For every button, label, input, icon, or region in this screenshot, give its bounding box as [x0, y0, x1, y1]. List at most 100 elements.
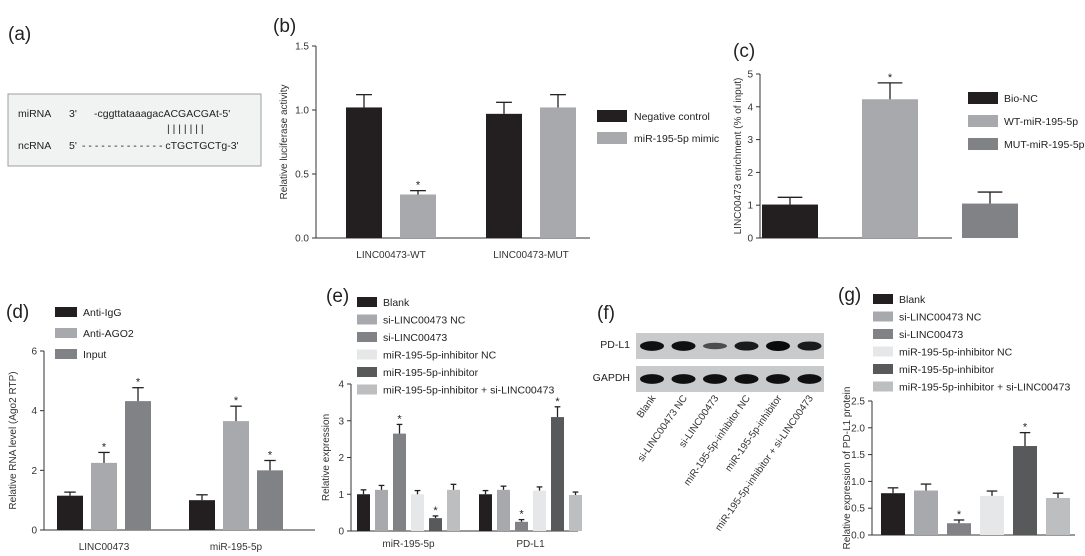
legend-entry: Bio-NC: [1004, 93, 1038, 105]
bar: [257, 470, 283, 530]
legend-swatch: [873, 294, 893, 304]
significance-marker: *: [102, 441, 107, 453]
significance-marker: *: [268, 449, 273, 461]
bar: [569, 494, 582, 531]
bar: [125, 401, 151, 530]
bar: [497, 489, 510, 531]
legend-swatch: [357, 332, 377, 342]
bar: [540, 107, 576, 238]
bar: [914, 490, 938, 535]
legend-entry: si-LINC00473: [383, 332, 447, 344]
legend-entry: MUT-miR-195-5p: [1004, 139, 1085, 151]
bar: [962, 203, 1018, 238]
blot-band: [640, 374, 664, 384]
legend-swatch: [968, 92, 998, 104]
mirna-end: 3': [69, 108, 77, 120]
blot-band: [766, 374, 790, 384]
legend-swatch: [873, 311, 893, 322]
bar: [1013, 446, 1037, 535]
legend-entry: Anti-IgG: [83, 307, 122, 319]
significance-marker: *: [888, 72, 893, 84]
bar: [346, 107, 382, 238]
significance-marker: *: [136, 377, 141, 389]
blot-band: [671, 374, 696, 384]
significance-marker: *: [433, 505, 438, 517]
bar: [479, 494, 492, 531]
y-tick-label: 0.0: [851, 531, 865, 542]
legend-swatch: [357, 349, 377, 360]
legend-swatch: [55, 328, 77, 338]
legend-entry: miR-195-5p-inhibitor + si-LINC00473: [899, 382, 1070, 394]
y-tick-label: 1.0: [851, 477, 865, 488]
blot-lane-label: Blank: [635, 393, 659, 421]
legend-entry: miR-195-5p-inhibitor: [383, 367, 479, 379]
bar: [1046, 498, 1070, 535]
y-tick-label: 3: [338, 416, 344, 427]
y-axis-title: Relative RNA level (Ago2 RTP): [8, 371, 19, 509]
significance-marker: *: [519, 509, 524, 521]
y-tick-label: 0: [747, 234, 753, 245]
legend-entry: Input: [83, 349, 106, 361]
y-axis-title: Relative expression of PD-L1 protein: [842, 387, 853, 550]
y-tick-label: 0.5: [851, 504, 865, 515]
significance-marker: *: [416, 180, 421, 192]
bar: [533, 490, 546, 531]
y-axis-title: Relative expression: [321, 414, 332, 501]
legend-swatch: [357, 367, 377, 377]
mirna-label: miRNA: [18, 108, 51, 120]
ncrna-label: ncRNA: [18, 140, 51, 152]
legend-swatch: [357, 297, 377, 307]
bar: [429, 518, 442, 531]
legend-swatch: [357, 384, 377, 395]
legend-swatch: [968, 115, 998, 127]
bar: [762, 204, 818, 238]
bar: [357, 494, 370, 531]
legend-entry: miR-195-5p-inhibitor NC: [383, 350, 497, 362]
bar: [393, 433, 406, 531]
blot-strip-pdl1: [636, 333, 824, 359]
significance-marker: *: [1023, 422, 1028, 434]
legend-entry: Blank: [383, 297, 410, 309]
panel-label-b: (b): [273, 16, 296, 37]
y-tick-label: 1: [338, 490, 344, 501]
bar: [515, 521, 528, 531]
x-category-label: miR-195-5p: [210, 542, 263, 553]
y-tick-label: 1.5: [851, 450, 865, 461]
bar: [57, 495, 83, 530]
panel-label-g: (g): [838, 285, 861, 306]
legend-entry: miR-195-5p-inhibitor + si-LINC00473: [383, 385, 554, 397]
y-axis-title: Relative luciferase activity: [279, 84, 290, 199]
legend-entry: si-LINC00473: [899, 329, 963, 341]
y-tick-label: 4: [747, 102, 753, 113]
blot-band: [797, 374, 822, 384]
bar: [881, 493, 905, 535]
legend-swatch: [873, 381, 893, 392]
bar: [375, 489, 388, 531]
y-tick-label: 4: [31, 406, 37, 417]
blot-band: [671, 341, 696, 351]
chart-e-expression: 0 1 2 3 4 Relative expression * * miR-195-5p * * PD…: [321, 297, 582, 550]
y-tick-label: 6: [31, 347, 37, 358]
legend-entry: WT-miR-195-5p: [1004, 116, 1078, 128]
blot-band: [734, 374, 759, 384]
blot-band: [640, 341, 664, 351]
legend-swatch: [357, 314, 377, 325]
bar: [551, 417, 564, 531]
legend-swatch: [968, 138, 998, 150]
x-category-label: LINC00473: [79, 542, 130, 553]
y-tick-label: 0: [31, 526, 37, 537]
significance-marker: *: [397, 413, 402, 425]
blot-band: [766, 341, 790, 351]
y-tick-label: 2: [747, 168, 753, 179]
legend-swatch: [873, 364, 893, 374]
y-tick-label: 1.5: [295, 42, 309, 53]
bar: [947, 523, 971, 535]
y-tick-label: 3: [747, 135, 753, 146]
chart-b-luciferase: 0.0 0.5 1.0 1.5 Relative luciferase activity…: [279, 42, 719, 262]
bar: [980, 495, 1004, 535]
y-tick-label: 1: [747, 201, 753, 212]
blot-band: [797, 341, 822, 351]
panel-label-f: (f): [597, 303, 615, 324]
bar: [411, 494, 424, 531]
